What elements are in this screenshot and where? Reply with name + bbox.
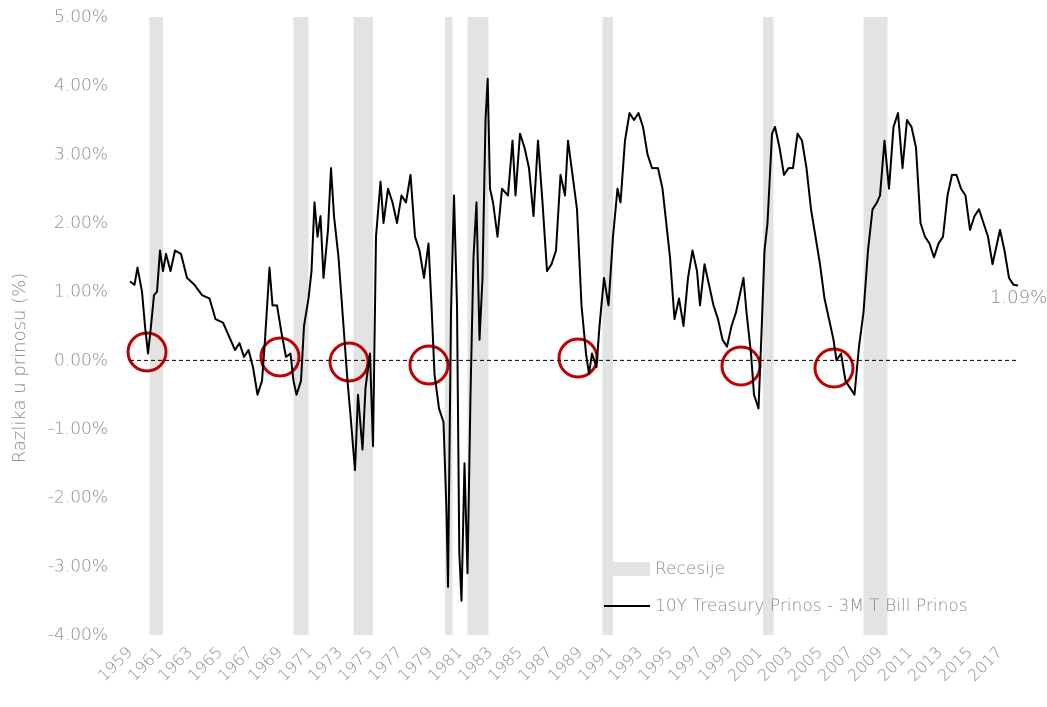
legend-swatch (604, 562, 650, 576)
y-tick-label: 5.00% (54, 7, 108, 27)
circle-highlight (813, 347, 855, 389)
circle-highlight (720, 345, 762, 387)
y-tick-label: 1.00% (54, 282, 108, 302)
recession-band (353, 17, 373, 635)
recession-band (293, 17, 309, 635)
y-axis-label: Razlika u prinosu (%) (9, 273, 30, 464)
y-tick-label: -3.00% (48, 556, 108, 576)
y-tick-label: 3.00% (54, 144, 108, 164)
recession-band (467, 17, 489, 635)
y-tick-label: -4.00% (48, 625, 108, 645)
circle-highlight (259, 336, 301, 378)
x-tick-label: 2017 (964, 643, 1006, 685)
recession-band (863, 17, 888, 635)
recession-band (602, 17, 613, 635)
legend-label: Recesije (655, 559, 725, 579)
end-annotation: 1.09% (990, 287, 1047, 308)
y-tick-label: 4.00% (54, 76, 108, 96)
y-tick-label: 0.00% (54, 350, 108, 370)
circle-highlight (126, 331, 168, 373)
circle-highlight (408, 344, 450, 386)
y-tick-label: -1.00% (48, 419, 108, 439)
series-line (129, 77, 1019, 602)
legend-label: 10Y Treasury Prinos - 3M T Bill Prinos (655, 596, 968, 616)
y-tick-label: 2.00% (54, 213, 108, 233)
recession-band (445, 17, 453, 635)
recession-band (763, 17, 774, 635)
y-tick-label: -2.00% (48, 488, 108, 508)
recession-band (149, 17, 163, 635)
